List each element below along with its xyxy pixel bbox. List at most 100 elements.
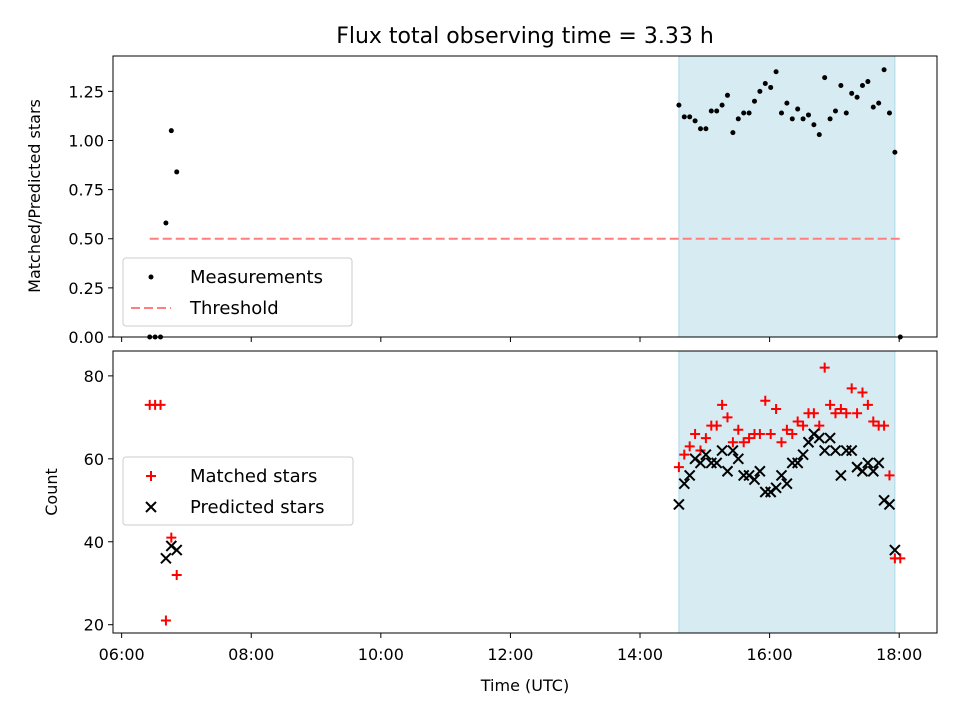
measurement-point [714, 108, 720, 114]
top-y-tick-label: 0.00 [68, 328, 104, 347]
predicted-star-point [872, 457, 885, 469]
x-axis-label: Time (UTC) [480, 676, 569, 695]
legend-marker-measurements [148, 274, 154, 280]
matched-star-point [771, 404, 782, 415]
predicted-star-point [678, 477, 690, 490]
measurement-point [708, 108, 714, 114]
x-tick-label: 18:00 [876, 645, 922, 664]
bottom-legend: Matched stars Predicted stars [122, 456, 354, 526]
predicted-star-point [770, 482, 782, 494]
matched-star-point [717, 399, 728, 410]
measurement-point [849, 90, 855, 96]
measurement-point [687, 114, 693, 120]
measurement-point [859, 82, 865, 88]
matched-star-point [798, 420, 809, 431]
matched-star-point [722, 412, 733, 423]
legend-label: Matched stars [190, 466, 317, 487]
matched-star-point [171, 569, 182, 580]
predicted-star-point [781, 477, 793, 490]
matched-star-point [711, 420, 722, 431]
legend-marker-predicted [145, 501, 157, 513]
predicted-star-point [883, 498, 896, 511]
top-series-0 [147, 67, 903, 340]
matched-star-point [738, 437, 749, 448]
measurement-point [719, 102, 725, 108]
matched-star-point [160, 615, 171, 626]
x-tick-label: 12:00 [487, 645, 533, 664]
measurement-point [822, 75, 828, 81]
chart-title: Flux total observing time = 3.33 h [336, 24, 714, 49]
predicted-star-point [160, 552, 172, 565]
matched-star-point [895, 553, 906, 564]
matched-star-point [830, 408, 841, 419]
predicted-star-point [673, 498, 685, 511]
measurement-point [751, 98, 757, 104]
x-tick-label: 10:00 [358, 645, 404, 664]
matched-star-point [155, 399, 166, 410]
x-tick-label: 06:00 [99, 645, 145, 664]
top-shaded-region [678, 56, 895, 337]
matched-star-point [690, 428, 701, 439]
measurement-point [676, 102, 682, 108]
measurement-point [892, 149, 898, 155]
bottom-panel: 20 40 60 80 06:00 08:00 10:00 12:00 14:00 16:00 18… [84, 350, 938, 664]
legend-label: Predicted stars [190, 497, 324, 518]
top-y-tick-label: 0.25 [68, 279, 104, 298]
matched-star-point [825, 399, 836, 410]
measurement-point [697, 126, 703, 132]
measurement-point [703, 126, 709, 132]
measurement-point [795, 106, 801, 112]
measurement-point [811, 122, 817, 128]
predicted-star-point [700, 448, 712, 461]
matched-star-point [846, 383, 857, 394]
top-panel: 0.00 0.25 0.50 0.75 1.00 1.25 Measurements Thre… [68, 55, 938, 347]
measurement-point [838, 82, 844, 88]
measurement-point [746, 110, 752, 116]
x-tick-label: 16:00 [747, 645, 793, 664]
predicted-star-point [889, 544, 901, 556]
bottom-y-tick-label: 60 [84, 450, 104, 469]
measurement-point [768, 84, 774, 90]
matched-star-point [733, 424, 744, 435]
legend-marker-matched [146, 471, 156, 481]
measurement-point [773, 69, 779, 75]
predicted-star-point [824, 432, 836, 444]
measurement-point [881, 67, 887, 73]
bottom-legend-box [122, 456, 354, 526]
matched-star-point [727, 437, 738, 448]
measurement-point [735, 116, 741, 122]
matched-star-point [765, 428, 776, 439]
measurement-point [843, 110, 849, 116]
measurement-point [724, 92, 730, 98]
matched-star-point [673, 462, 684, 473]
predicted-star-point [867, 465, 879, 477]
measurement-point [876, 100, 882, 106]
predicted-star-point [818, 444, 831, 457]
matched-star-point [781, 424, 792, 435]
measurement-point [692, 118, 698, 124]
predicted-star-point [683, 469, 696, 482]
matched-star-point [819, 362, 830, 373]
predicted-star-point [813, 432, 825, 444]
measurement-point [741, 110, 747, 116]
predicted-star-point [802, 436, 815, 448]
matched-star-point [700, 433, 711, 444]
matched-star-point [744, 433, 755, 444]
predicted-star-point [748, 473, 761, 486]
measurement-point [789, 116, 795, 122]
top-y-tick-label: 1.00 [68, 131, 104, 150]
measurement-point [163, 220, 169, 226]
measurement-point [886, 110, 892, 116]
measurement-point [865, 79, 871, 85]
legend-label: Measurements [190, 267, 323, 288]
predicted-star-point [856, 465, 869, 477]
legend-label: Threshold [189, 298, 279, 319]
measurement-point [832, 108, 838, 114]
matched-star-point [862, 399, 873, 410]
bottom-y-axis-label: Count [42, 468, 61, 516]
top-y-tick-label: 1.25 [68, 82, 104, 101]
top-y-axis-label: Matched/Predicted stars [25, 99, 44, 293]
bottom-series-1 [160, 428, 901, 565]
matched-star-point [166, 532, 177, 543]
